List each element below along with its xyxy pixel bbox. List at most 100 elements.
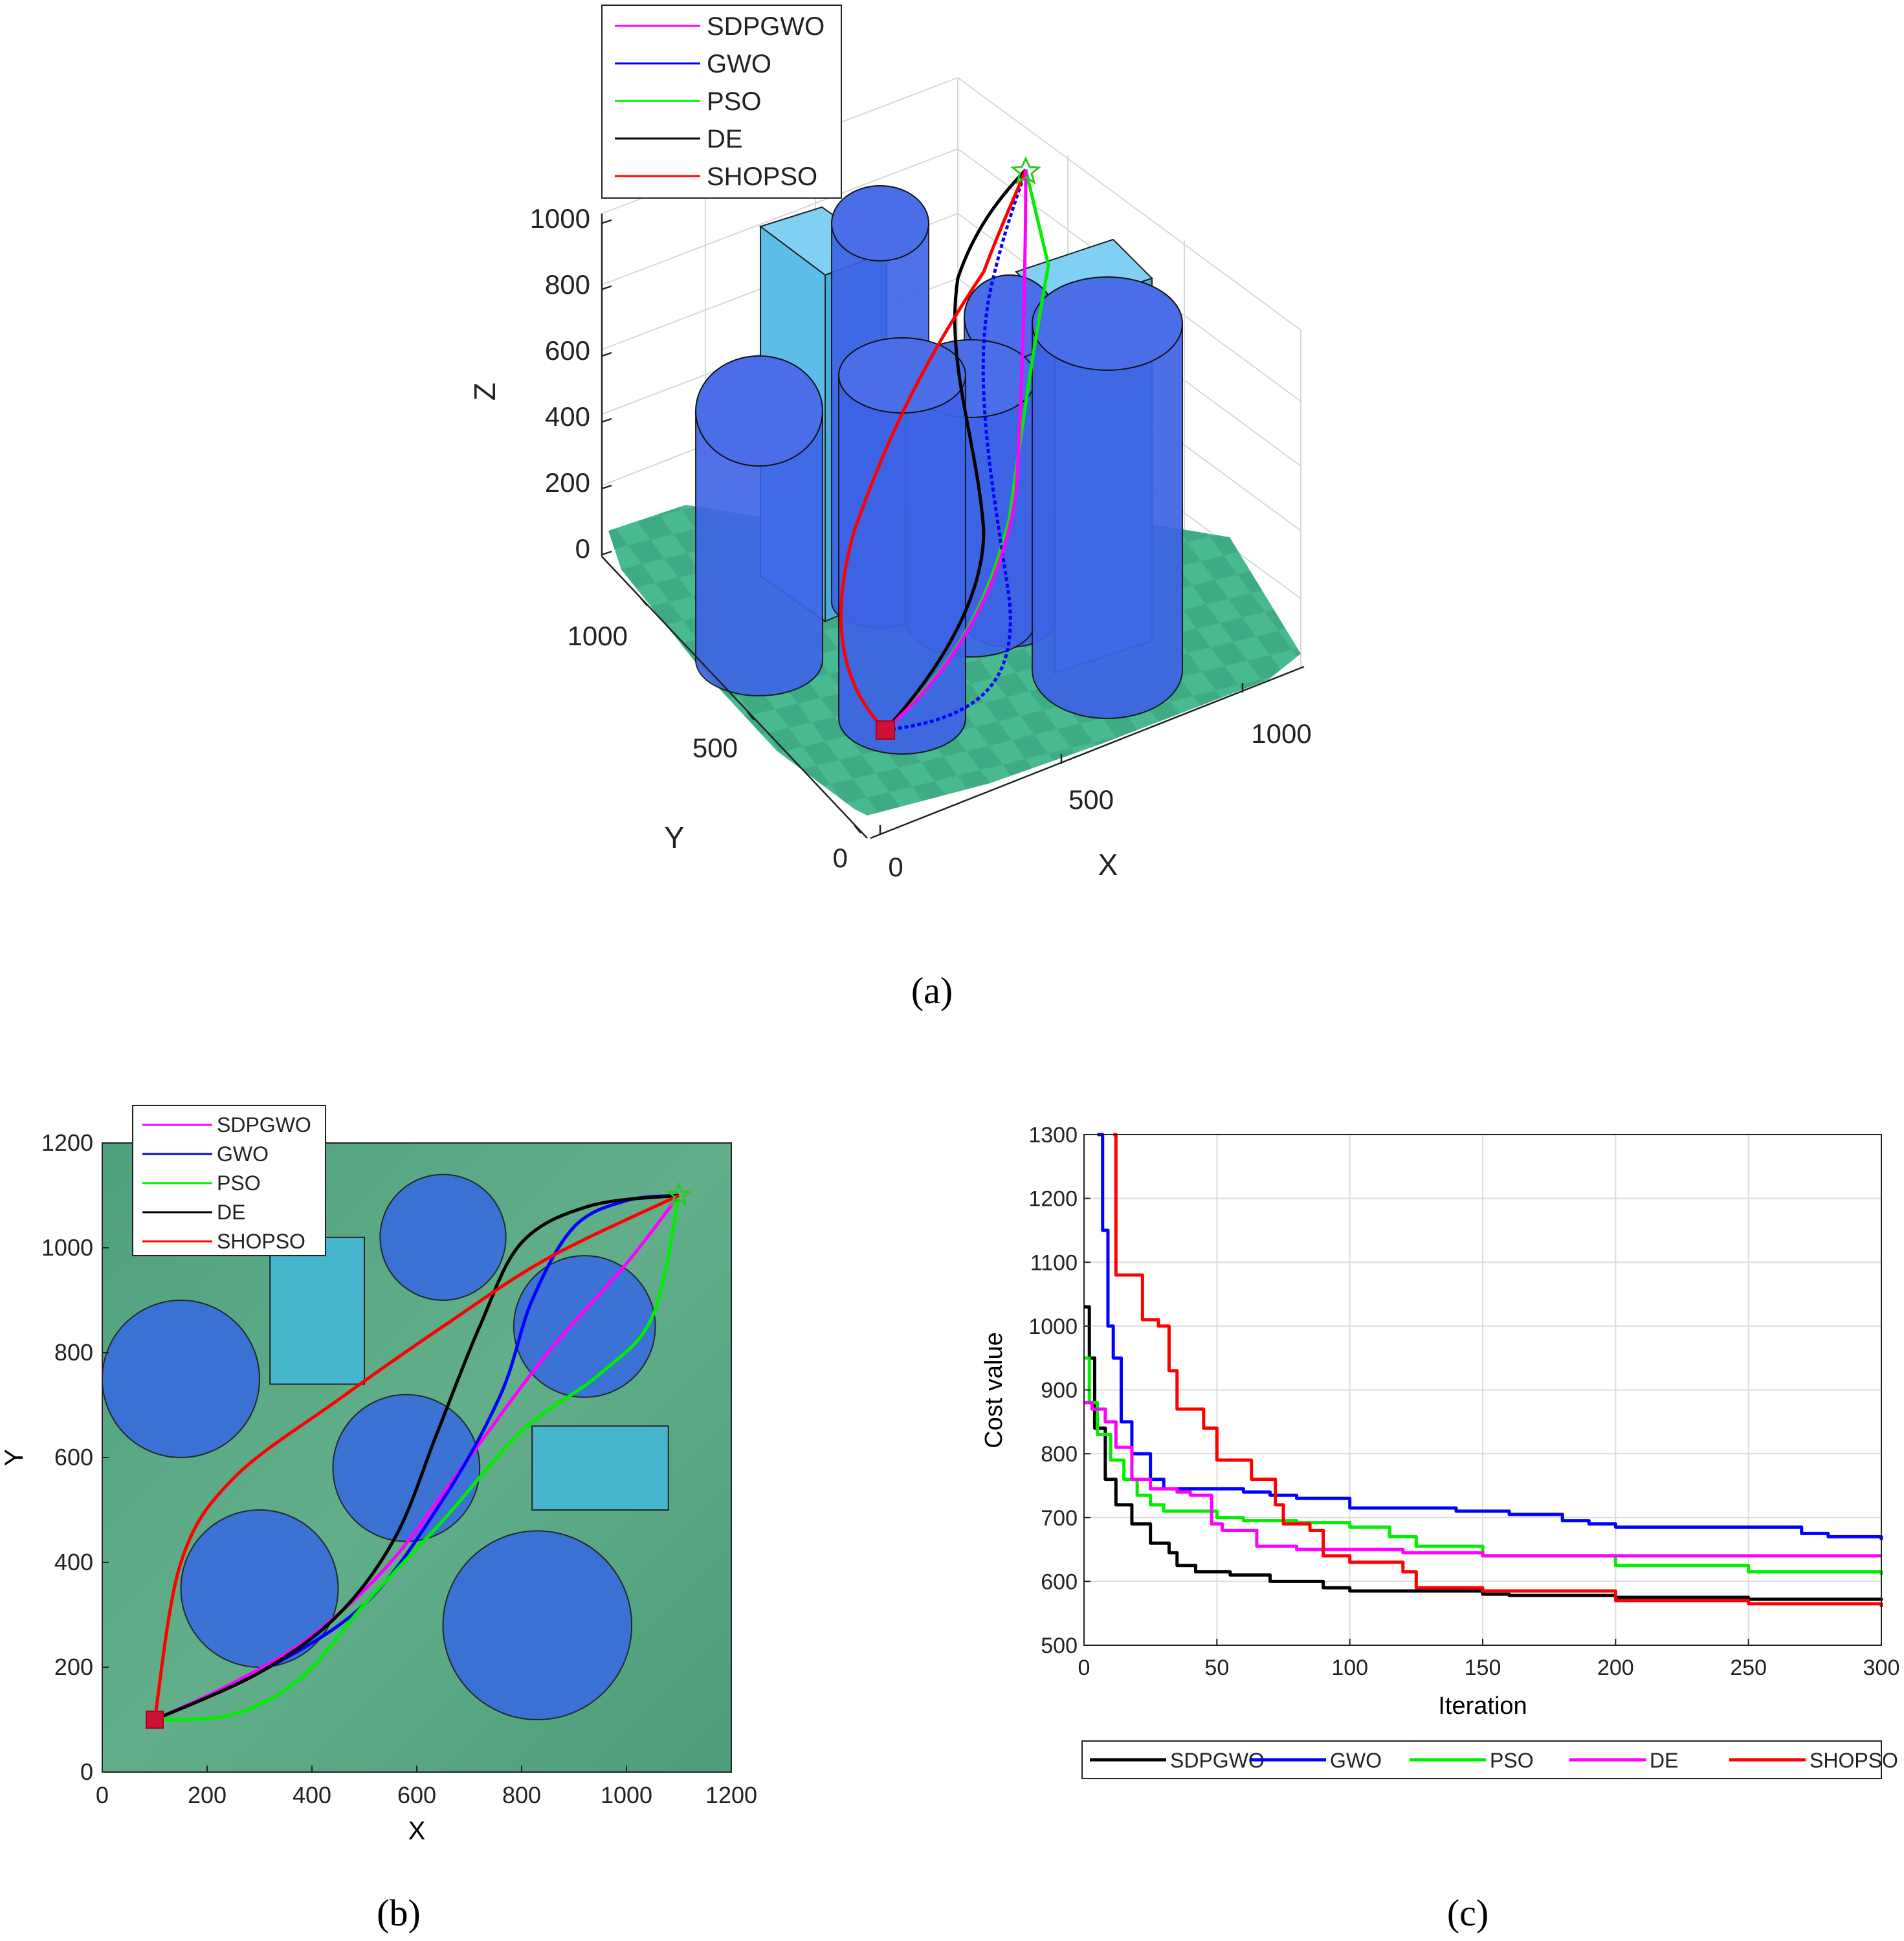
path-shopso: [153, 1193, 680, 1720]
z-tick-label: 200: [545, 467, 590, 498]
series-lines: [1084, 1133, 1883, 1607]
legend-label-de: DE: [217, 1201, 245, 1224]
y-tick-label: 0: [833, 843, 848, 873]
x-tick-label: 250: [1730, 1656, 1767, 1680]
legend-panel-a: SDPGWO GWO PSO DE SHOPSO: [601, 5, 842, 199]
map-y-tick-label: 200: [54, 1654, 93, 1680]
cylinder-obstacle: [838, 337, 966, 755]
y-axis-label: Cost value: [980, 1332, 1008, 1448]
caption-a: (a): [911, 970, 953, 1012]
y-tick-label: 700: [1041, 1506, 1078, 1531]
z-tick-label: 600: [545, 335, 590, 366]
map-y-tick-label: 800: [54, 1339, 93, 1366]
map-y-tick-label: 600: [54, 1444, 93, 1470]
caption-b: (b): [377, 1892, 421, 1934]
x-tick-label: 300: [1863, 1656, 1900, 1680]
legend-label-de: DE: [1650, 1749, 1678, 1772]
panel-c-convergence-chart: 0 50 100 150 200 250 300 500 600 700 800 900 1000 110…: [980, 1123, 1899, 1934]
cylinder-obstacle: [695, 355, 823, 696]
map-paths: [153, 1193, 681, 1722]
circle-obstacle: [442, 1530, 633, 1720]
y-tick-label: 1000: [1028, 1314, 1078, 1339]
legend-label-shopso: SHOPSO: [707, 162, 817, 191]
legend-label-pso: PSO: [1490, 1749, 1534, 1772]
y-axis-label: Y: [665, 821, 685, 854]
start-marker: [146, 1711, 164, 1729]
series-line-shopso: [1113, 1133, 1883, 1607]
circle-obstacle: [513, 1255, 656, 1398]
legend-label-pso: PSO: [217, 1171, 261, 1195]
x-tick-label: 1000: [1251, 718, 1311, 749]
cylinder-obstacle: [1032, 276, 1183, 719]
legend-label-de: DE: [707, 125, 743, 153]
x-tick-label: 500: [1068, 784, 1114, 815]
map-y-axis-label: Y: [0, 1449, 28, 1467]
y-tick-label: 1100: [1030, 1250, 1078, 1275]
y-tick-label: 1300: [1028, 1123, 1078, 1148]
x-tick-label: 0: [888, 852, 903, 882]
map-x-tick-label: 600: [397, 1782, 436, 1808]
legend-label-gwo: GWO: [1330, 1749, 1382, 1772]
y-tick-label: 1200: [1028, 1187, 1078, 1212]
map-y-tick-label: 0: [80, 1758, 93, 1785]
axis-ticks: 0 50 100 150 200 250 300 500 600 700 800 900 1000 110…: [1028, 1123, 1899, 1680]
circle-obstacle: [332, 1393, 481, 1542]
z-tick-label: 1000: [530, 203, 590, 234]
y-tick-label: 900: [1041, 1379, 1078, 1403]
caption-c: (c): [1447, 1892, 1489, 1934]
x-tick-label: 150: [1465, 1656, 1501, 1680]
x-tick-label: 100: [1331, 1656, 1368, 1680]
series-line-de: [1084, 1401, 1881, 1558]
map-x-axis-label: X: [408, 1817, 426, 1845]
map-y-tick-label: 1000: [41, 1234, 93, 1261]
circle-obstacle: [102, 1300, 260, 1458]
legend-label-sdpgwo: SDPGWO: [217, 1113, 311, 1137]
legend-label-shopso: SHOPSO: [1810, 1749, 1898, 1772]
map-y-tick-label: 1200: [41, 1129, 93, 1156]
y-tick-label: 600: [1041, 1569, 1078, 1594]
series-line-sdpgwo: [1084, 1305, 1883, 1601]
legend-label-gwo: GWO: [707, 50, 771, 78]
path-de: [153, 1193, 680, 1722]
legend-label-gwo: GWO: [217, 1142, 269, 1166]
circle-obstacle: [180, 1509, 339, 1668]
z-tick-label: 400: [545, 401, 590, 432]
panel-b-2d-map: 0 200 400 600 800 1000 1200 0 200 400 600 800 1000 12…: [0, 1105, 757, 1934]
path-sdpgwo: [153, 1194, 680, 1722]
z-tick-label: 800: [545, 269, 590, 300]
path-3d-sdpgwo: [884, 169, 1028, 731]
map-x-tick-label: 1000: [601, 1782, 652, 1808]
legend-label-pso: PSO: [707, 87, 761, 116]
y-tick-label: 500: [1041, 1634, 1078, 1658]
series-line-gwo: [1097, 1133, 1883, 1540]
circle-obstacle: [379, 1173, 507, 1302]
x-axis-label: Iteration: [1438, 1692, 1527, 1720]
path-pso: [154, 1195, 681, 1722]
legend-label-sdpgwo: SDPGWO: [1170, 1749, 1265, 1772]
goal-marker: [665, 1181, 692, 1207]
legend-label-shopso: SHOPSO: [217, 1230, 305, 1253]
rect-obstacle: [269, 1236, 366, 1385]
map-y-tick-label: 400: [54, 1549, 93, 1575]
legend-panel-b: SDPGWO GWO PSO DE SHOPSO: [132, 1105, 326, 1256]
y-tick-label: 500: [692, 733, 738, 763]
y-tick-label: 800: [1041, 1442, 1078, 1467]
3d-paths: [839, 168, 1050, 732]
legend-panel-c: SDPGWO GWO PSO DE SHOPSO: [1081, 1740, 1898, 1779]
z-tick-label: 0: [575, 533, 590, 564]
map-x-tick-label: 400: [293, 1782, 331, 1808]
panel-a-3d-plot: 1000 800 600 400 200 0 1000 500 0 0 500 …: [468, 5, 1312, 1012]
path-3d-shopso: [839, 169, 1028, 731]
z-axis-label: Z: [468, 383, 502, 401]
map-x-tick-label: 800: [502, 1782, 541, 1808]
map-axes: 0 200 400 600 800 1000 1200 0 200 400 600 800 1000 12…: [41, 1129, 757, 1808]
map-x-tick-label: 200: [188, 1782, 227, 1808]
x-tick-label: 50: [1204, 1656, 1229, 1680]
x-tick-label: 0: [1078, 1656, 1090, 1680]
map-x-tick-label: 1200: [705, 1782, 757, 1808]
x-axis-label: X: [1098, 848, 1118, 882]
path-3d-gwo: [885, 169, 1028, 732]
map-markers: [146, 1181, 692, 1729]
map-obstacles: [102, 1173, 669, 1720]
